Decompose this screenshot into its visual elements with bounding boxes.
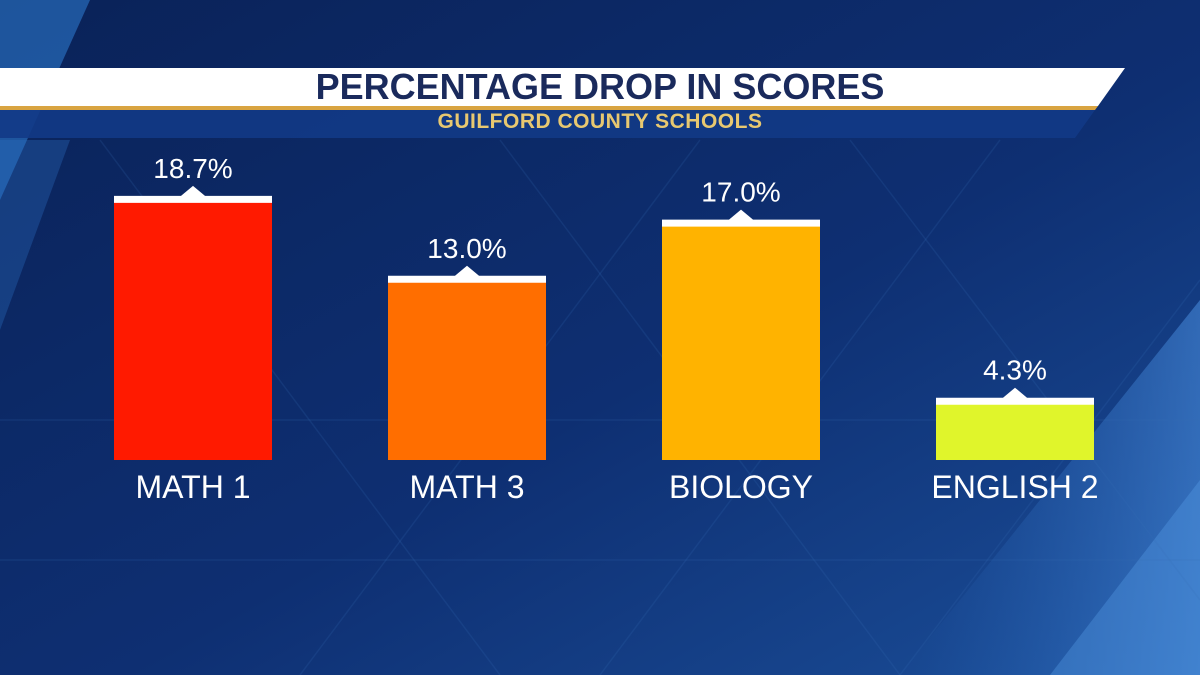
chart-title: PERCENTAGE DROP IN SCORES <box>315 66 885 107</box>
value-label-biology: 17.0% <box>701 177 780 208</box>
bar-cap-biology <box>662 209 820 227</box>
category-label-math-1: MATH 1 <box>136 469 251 505</box>
category-label-biology: BIOLOGY <box>669 469 813 505</box>
bars-layer: 18.7% MATH 1 13.0% MATH 3 17.0% BIOLOGY 4.3% EN… <box>114 153 1099 505</box>
category-label-english-2: ENGLISH 2 <box>931 469 1098 505</box>
chart-subtitle: GUILFORD COUNTY SCHOOLS <box>437 110 763 133</box>
bar-english-2 <box>936 399 1094 460</box>
bar-math-1 <box>114 197 272 460</box>
value-label-math-1: 18.7% <box>153 153 232 184</box>
bar-cap-math-3 <box>388 265 546 283</box>
category-label-math-3: MATH 3 <box>410 469 525 505</box>
value-label-math-3: 13.0% <box>427 233 506 264</box>
bar-biology <box>662 221 820 460</box>
title-banner <box>0 68 1125 138</box>
bar-cap-english-2 <box>936 387 1094 405</box>
bar-math-3 <box>388 277 546 460</box>
bar-cap-math-1 <box>114 185 272 203</box>
value-label-english-2: 4.3% <box>983 355 1047 386</box>
